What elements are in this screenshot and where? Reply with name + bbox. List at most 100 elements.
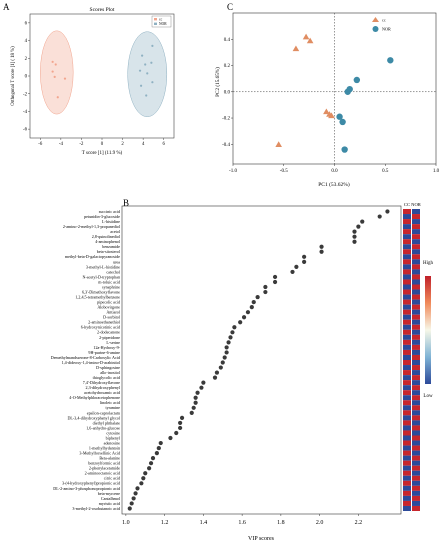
metabolite-label: 4-aminophenol <box>95 239 121 244</box>
heatmap-cell-cc <box>403 445 411 451</box>
x-tick-label: -6 <box>38 142 43 147</box>
heatmap-cell-nor <box>412 294 420 300</box>
pca-point-cc <box>302 33 310 40</box>
legend-swatch-nor <box>154 22 157 25</box>
y-tick-label: 0.2 <box>224 64 231 69</box>
score-point-nor <box>151 44 154 47</box>
scores-plot-legend: cc NOR <box>151 15 172 28</box>
pca-legend: cc NOR <box>372 17 391 32</box>
heatmap-cell-nor <box>412 380 420 386</box>
heatmap-cell-nor <box>412 430 420 436</box>
heatmap-cell-cc <box>403 420 411 426</box>
heatmap-cell-nor <box>412 229 420 235</box>
metabolite-label: D-sphingosine <box>96 365 120 370</box>
vip-point <box>385 209 390 214</box>
metabolite-label: Cantalhmol <box>101 496 121 501</box>
heatmap-cell-nor <box>412 214 420 220</box>
metabolite-label: 2-phenylacetamide <box>89 466 120 471</box>
metabolite-label: thioglycolic acid <box>93 375 120 380</box>
metabolite-label: linoleic acid <box>100 400 120 405</box>
x-tick-label: -0.5 <box>280 169 288 174</box>
metabolite-label: 4-O-Methylphloracetophenone <box>69 395 120 400</box>
heatmap-cell-cc <box>403 460 411 466</box>
metabolite-label: 3-Methylforsellinic Acid <box>79 451 120 456</box>
heatmap-cell-cc <box>403 289 411 295</box>
heatmap-cell-nor <box>412 209 420 215</box>
heatmap-cell-cc <box>403 309 411 315</box>
heatmap-cell-nor <box>412 500 420 506</box>
heatmap-cell-cc <box>403 370 411 376</box>
pca-xlabel: PC1 (53.62%) <box>318 181 350 188</box>
heatmap-cell-nor <box>412 450 420 456</box>
y-tick-label: 0 <box>25 75 28 80</box>
heatmap-cell-nor <box>412 314 420 320</box>
heatmap-cell-nor <box>412 319 420 325</box>
heatmap-cell-nor <box>412 410 420 416</box>
heatmap-cell-nor <box>412 334 420 340</box>
metabolite-label: 2-dodecanone <box>97 330 120 335</box>
heatmap-cell-nor <box>412 264 420 270</box>
metabolite-label: N-acetyl-D-tryptophan <box>82 274 120 279</box>
heatmap-cell-cc <box>403 264 411 270</box>
x-tick-label: 0 <box>101 142 104 147</box>
metabolite-label: 7,4'-Dihydroxyflavone <box>83 380 120 386</box>
heatmap-cell-cc <box>403 284 411 290</box>
heatmap-cell-nor <box>412 344 420 350</box>
heatmap-cell-nor <box>412 445 420 451</box>
pca-point-nor <box>336 113 343 120</box>
vip-point <box>191 405 196 410</box>
x-tick-label: 1.2 <box>161 520 169 526</box>
pca-ylabel: PC2 (15.65%) <box>214 67 221 97</box>
scores-plot-xlabel: T score [1] (11.9 %) <box>82 151 123 156</box>
heatmap-cell-nor <box>412 475 420 481</box>
vip-point <box>377 214 382 219</box>
vip-point <box>158 440 163 446</box>
heatmap-cell-nor <box>412 375 420 381</box>
heatmap-cell-nor <box>412 435 420 441</box>
vip-point <box>129 501 134 506</box>
metabolite-label: cytosine <box>106 430 120 435</box>
vip-point <box>255 294 260 300</box>
heatmap-high-label: High <box>423 261 434 266</box>
vip-point <box>294 264 299 269</box>
heatmap-cell-cc <box>403 294 411 300</box>
metabolite-label: Antiarol <box>106 310 121 315</box>
vip-point <box>302 254 307 259</box>
heatmap-cell-cc <box>403 214 411 220</box>
pca-point-cc <box>275 141 282 148</box>
heatmap-cell-cc <box>403 279 411 285</box>
heatmap-cell-nor <box>412 234 420 240</box>
vip-point <box>245 310 251 315</box>
metabolite-label: 3-methyl-L-histidine <box>86 264 120 269</box>
vip-point <box>139 481 144 486</box>
metabolite-label: 1,6-anhydro-glucose <box>86 425 120 431</box>
x-tick-label: 2.0 <box>316 520 324 526</box>
vip-point <box>193 400 198 405</box>
vip-point <box>147 466 152 471</box>
metabolite-label: Alobovirgone <box>97 305 120 310</box>
metabolite-label: beta-sitosterol <box>97 249 121 254</box>
heatmap-cell-nor <box>412 289 420 295</box>
legend-label-cc: cc <box>159 18 163 22</box>
heatmap-cell-cc <box>403 365 411 371</box>
vip-point <box>156 445 161 451</box>
vip-point <box>195 390 200 395</box>
vip-point <box>228 335 233 340</box>
heatmap-cell-nor <box>412 299 420 305</box>
y-tick-label: 0.0 <box>224 90 231 95</box>
vip-point <box>302 259 307 264</box>
heatmap-low-label: Low <box>423 394 433 399</box>
heatmap-col-nor: NOR <box>411 202 422 207</box>
metabolite-label: Demethylmandsserone-8-Carboxylic Acid <box>51 355 120 360</box>
scores-plot-panel: Scores Plot -6 -4 -2 0 2 4 6 -6 -4 -2 0 2 4 6 T scor… <box>11 7 175 156</box>
metabolite-label: Beta-alanine <box>99 456 120 461</box>
heatmap-cell-cc <box>403 380 411 386</box>
heatmap-cell-cc <box>403 209 411 215</box>
heatmap-cell-cc <box>403 239 411 245</box>
heatmap-cell-nor <box>412 490 420 496</box>
heatmap-cell-nor <box>412 244 420 250</box>
x-tick-label: 1.8 <box>277 520 285 526</box>
metabolite-label: beta-myrcene <box>98 491 120 496</box>
heatmap-cell-nor <box>412 365 420 371</box>
